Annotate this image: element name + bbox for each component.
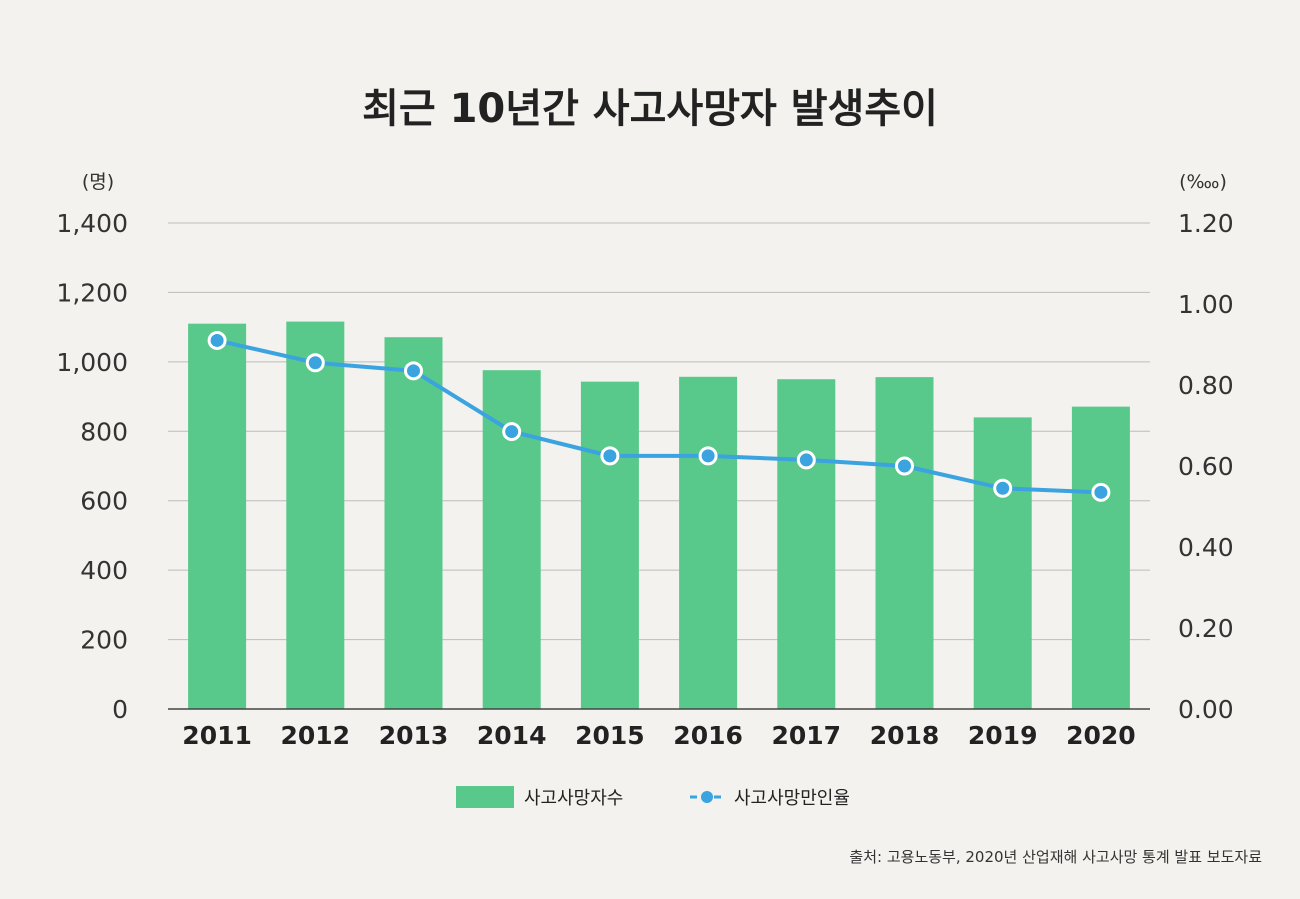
line-point xyxy=(404,361,423,381)
bar xyxy=(384,337,443,709)
source-note: 출처: 고용노동부, 2020년 산업재해 사고사망 통계 발표 보도자료 xyxy=(849,848,1262,866)
bar xyxy=(188,323,247,709)
line-point xyxy=(895,456,914,476)
left-tick-label: 400 xyxy=(80,556,128,585)
line-point xyxy=(1091,482,1111,502)
right-tick-label: 1.00 xyxy=(1178,290,1234,319)
line-point xyxy=(600,446,620,466)
x-tick-label: 2016 xyxy=(673,721,743,750)
x-tick-label: 2020 xyxy=(1066,721,1136,750)
line-point xyxy=(796,450,816,470)
line-point xyxy=(993,478,1013,498)
legend-line-label: 사고사망만인율 xyxy=(734,788,850,809)
left-tick-label: 800 xyxy=(80,417,128,446)
right-tick-label: 1.20 xyxy=(1178,209,1234,238)
x-tick-label: 2015 xyxy=(575,721,645,750)
right-tick-label: 0.40 xyxy=(1178,533,1234,562)
series-line xyxy=(216,338,1101,495)
left-tick-label: 200 xyxy=(80,626,128,655)
legend-line-marker xyxy=(701,791,713,803)
x-tick-label: 2013 xyxy=(379,721,449,750)
line-point xyxy=(305,353,325,373)
bar xyxy=(777,379,836,709)
x-tick-label: 2019 xyxy=(968,721,1038,750)
line-point xyxy=(502,422,522,442)
x-tick-label: 2014 xyxy=(477,721,547,750)
legend-bar-label: 사고사망자수 xyxy=(524,788,623,809)
bar xyxy=(286,321,345,709)
bar xyxy=(973,417,1032,709)
left-tick-label: 1,200 xyxy=(56,278,128,307)
bar xyxy=(580,381,639,709)
right-tick-label: 0.80 xyxy=(1178,371,1234,400)
left-tick-label: 1,400 xyxy=(56,209,128,238)
right-axis-unit: (‱) xyxy=(1179,171,1227,193)
x-tick-label: 2011 xyxy=(182,721,252,750)
line-point xyxy=(698,446,718,466)
left-tick-label: 0 xyxy=(112,695,128,724)
x-tick-label: 2012 xyxy=(281,721,351,750)
left-axis-unit: (명) xyxy=(82,171,114,193)
right-tick-label: 0.20 xyxy=(1178,614,1234,643)
right-tick-label: 0.00 xyxy=(1178,695,1234,724)
bar xyxy=(679,376,738,709)
legend-bar-swatch xyxy=(456,786,514,808)
bar xyxy=(875,377,934,709)
chart-title: 최근 10년간 사고사망자 발생추이 xyxy=(362,86,938,132)
x-tick-label: 2017 xyxy=(772,721,842,750)
left-tick-label: 1,000 xyxy=(56,348,128,377)
line-point xyxy=(207,330,227,350)
x-tick-label: 2018 xyxy=(870,721,940,750)
right-tick-label: 0.60 xyxy=(1178,452,1234,481)
left-tick-label: 600 xyxy=(80,487,128,516)
bar xyxy=(1071,406,1130,709)
